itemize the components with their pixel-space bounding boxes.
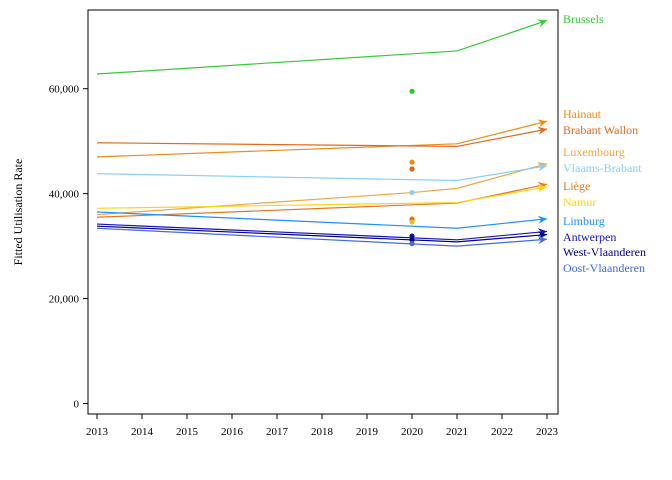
series-label: Luxembourg bbox=[563, 145, 625, 159]
series-line bbox=[96, 163, 548, 216]
y-tick-label: 0 bbox=[74, 399, 80, 411]
series-line bbox=[96, 120, 548, 158]
series-arrowhead bbox=[537, 228, 547, 237]
series-line bbox=[96, 183, 548, 218]
x-tick-label: 2015 bbox=[176, 426, 199, 438]
series-arrowhead bbox=[537, 126, 547, 135]
series-label: Vlaams-Brabant bbox=[563, 161, 642, 175]
y-axis-title: Fitted Utilisation Rate bbox=[11, 159, 25, 266]
series-label: Brabant Wallon bbox=[563, 123, 638, 137]
x-tick-label: 2018 bbox=[311, 426, 334, 438]
series-line bbox=[96, 211, 548, 229]
y-tick-label: 60,000 bbox=[49, 84, 80, 96]
series-arrowhead bbox=[537, 235, 547, 245]
series-label: Brussels bbox=[563, 12, 604, 26]
data-point bbox=[409, 88, 415, 94]
series-line bbox=[96, 227, 548, 247]
x-tick-label: 2023 bbox=[536, 426, 559, 438]
series-points bbox=[409, 88, 415, 247]
x-tick-label: 2016 bbox=[221, 426, 244, 438]
plot-frame bbox=[87, 9, 559, 415]
x-tick-label: 2019 bbox=[356, 426, 379, 438]
series-arrowhead bbox=[537, 215, 547, 224]
series-label: Hainaut bbox=[563, 107, 602, 121]
y-axis: 0 20,000 40,000 60,000 bbox=[49, 84, 88, 411]
data-point bbox=[409, 240, 415, 247]
series-line bbox=[96, 19, 548, 75]
series-labels: Brussels Hainaut Brabant Wallon Luxembourg V… bbox=[563, 12, 646, 275]
series-label: West-Vlaanderen bbox=[563, 245, 646, 259]
series-arrowhead bbox=[537, 184, 547, 193]
y-tick-label: 20,000 bbox=[49, 294, 80, 306]
data-point bbox=[409, 219, 415, 225]
data-point bbox=[409, 233, 415, 239]
x-tick-label: 2021 bbox=[446, 426, 468, 438]
series-lines bbox=[96, 19, 548, 247]
series-arrowhead bbox=[537, 163, 547, 172]
x-tick-label: 2017 bbox=[266, 426, 289, 438]
data-point bbox=[409, 166, 415, 172]
series-line bbox=[96, 128, 548, 148]
series-line bbox=[96, 165, 548, 182]
data-point bbox=[409, 189, 415, 196]
y-tick-label: 40,000 bbox=[49, 189, 80, 201]
x-tick-label: 2020 bbox=[401, 426, 424, 438]
series-label: Limburg bbox=[563, 214, 605, 228]
series-arrowhead bbox=[537, 119, 547, 128]
series-line bbox=[96, 223, 548, 241]
series-line bbox=[96, 225, 548, 243]
x-tick-label: 2022 bbox=[491, 426, 513, 438]
x-axis: 2013 2014 2015 2016 2017 2018 2019 2020 2021 2022… bbox=[86, 414, 559, 438]
series-label: Namur bbox=[563, 195, 596, 209]
data-point bbox=[409, 159, 415, 165]
series-label: Antwerpen bbox=[563, 230, 616, 244]
data-point bbox=[409, 237, 415, 243]
series-label: Oost-Vlaanderen bbox=[563, 261, 645, 275]
x-tick-label: 2014 bbox=[131, 426, 154, 438]
series-label: Liège bbox=[563, 179, 590, 193]
series-arrowhead bbox=[537, 19, 547, 28]
series-line bbox=[96, 186, 548, 209]
x-tick-label: 2013 bbox=[86, 426, 109, 438]
